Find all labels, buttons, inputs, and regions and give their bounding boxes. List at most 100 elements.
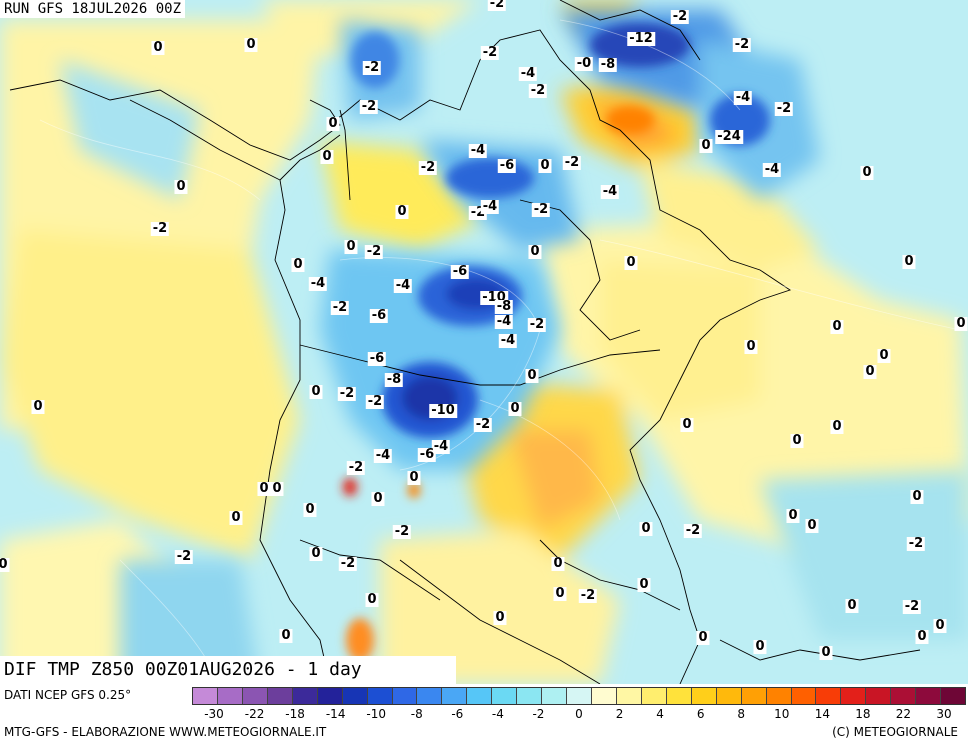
contour-label: 0: [805, 518, 819, 533]
contour-label: -2: [578, 588, 598, 603]
contour-label: -4: [762, 162, 782, 177]
contour-label: -0: [574, 56, 594, 71]
contour-label: 0: [902, 254, 916, 269]
contour-label: 0: [395, 204, 409, 219]
contour-label: 0: [365, 592, 379, 607]
color-scale-cell: [317, 688, 343, 704]
contour-label: 0: [863, 364, 877, 379]
contour-label: -12: [627, 31, 655, 46]
color-scale-cell: [641, 688, 667, 704]
contour-label: -4: [480, 199, 500, 214]
contour-label: -2: [346, 460, 366, 475]
color-scale-cell: [217, 688, 243, 704]
contour-label: -2: [150, 221, 170, 236]
contour-label: -24: [715, 129, 743, 144]
map-title: DIF TMP Z850 00Z01AUG2026 - 1 day: [0, 656, 456, 684]
color-scale-cell: [691, 688, 717, 704]
color-scale-cell: [766, 688, 792, 704]
color-scale-cell: [567, 688, 592, 704]
contour-label: -2: [683, 523, 703, 538]
contour-label: 0: [790, 433, 804, 448]
contour-label: -2: [174, 549, 194, 564]
color-scale-tick: 10: [774, 707, 790, 721]
color-scale-cell: [292, 688, 318, 704]
color-scale-cell: [367, 688, 393, 704]
color-scale-tick: 8: [737, 707, 746, 721]
contour-label: -6: [367, 351, 387, 366]
contour-label: -2: [528, 83, 548, 98]
color-scale-tick: -30: [204, 707, 224, 721]
contour-label: 0: [407, 470, 421, 485]
hot-spots: [343, 106, 654, 662]
color-scale-cell: [417, 688, 443, 704]
contour-label: 0: [508, 401, 522, 416]
contour-label: 0: [910, 489, 924, 504]
contour-label: -6: [417, 447, 437, 462]
contour-label: 0: [326, 116, 340, 131]
contour-label: 0: [151, 40, 165, 55]
color-scale-cell: [841, 688, 867, 704]
contour-label: 0: [915, 629, 929, 644]
contour-label: -2: [362, 60, 382, 75]
color-scale-cell: [392, 688, 418, 704]
contour-label: 0: [680, 417, 694, 432]
contour-label: 0: [229, 510, 243, 525]
contour-label: -4: [498, 333, 518, 348]
contour-label: -4: [468, 143, 488, 158]
color-scale-cell: [442, 688, 468, 704]
contour-label: 0: [696, 630, 710, 645]
color-scale-cell: [716, 688, 742, 704]
contour-label: 0: [933, 618, 947, 633]
color-scale-tick: 22: [895, 707, 912, 721]
contour-label: -6: [369, 308, 389, 323]
color-scale-cell: [866, 688, 892, 704]
legend: DATI NCEP GFS 0.25° -30 -22 -18 -14 -10 -8 -6-…: [0, 684, 968, 745]
color-scale-tick: -2: [532, 707, 545, 721]
contour-label: 0: [553, 586, 567, 601]
color-scale-tick: -22: [244, 707, 265, 721]
contour-label: -4: [373, 448, 393, 463]
color-scale-cell: [891, 688, 917, 704]
contour-label: 0: [309, 546, 323, 561]
color-scale-cell: [342, 688, 368, 704]
color-scale-cell: [467, 688, 493, 704]
color-scale-cell: [616, 688, 642, 704]
contour-label: -8: [598, 57, 618, 72]
contour-label: -2: [527, 317, 547, 332]
contour-label: -2: [365, 394, 385, 409]
contour-label: 0: [877, 348, 891, 363]
contour-label: -2: [364, 244, 384, 259]
color-scale-tick: 18: [855, 707, 871, 721]
contour-label: 0: [525, 368, 539, 383]
color-scale-cell: [941, 688, 966, 704]
contour-label: 0: [639, 521, 653, 536]
contour-label: -2: [906, 536, 926, 551]
contour-label: -2: [487, 0, 507, 11]
contour-label: -2: [732, 37, 752, 52]
contour-label: 0: [344, 239, 358, 254]
contour-label: -4: [494, 314, 514, 329]
contour-label: -2: [338, 556, 358, 571]
contour-label: 0: [371, 491, 385, 506]
contour-label: 0: [637, 577, 651, 592]
temperature-anomaly-map: -2 -2 0 0 -12 -2 -2 -0 -8 -2 -4 -2 -4 -2 -2 0 -24 0 -4 0 -6 0…: [0, 0, 968, 684]
contour-label: 0: [786, 508, 800, 523]
contour-label: 0: [528, 244, 542, 259]
contour-label: -2: [531, 202, 551, 217]
contour-label: 0: [551, 556, 565, 571]
contour-label: -2: [473, 417, 493, 432]
contour-label: 0: [244, 37, 258, 52]
color-scale-tick: 30: [936, 707, 952, 721]
contour-label: -6: [497, 158, 517, 173]
color-scale-cell: [193, 688, 218, 704]
contour-label: 0: [309, 384, 323, 399]
color-scale-tick: 2: [615, 707, 624, 721]
contour-label: 0: [624, 255, 638, 270]
contour-label: -2: [337, 386, 357, 401]
color-scale-tick: -8: [410, 707, 423, 721]
contour-label: 0: [538, 158, 552, 173]
contour-label: 0: [744, 339, 758, 354]
credit-right: (C) METEOGIORNALE: [832, 725, 958, 739]
color-scale-cell: [267, 688, 293, 704]
contour-label: 0: [860, 165, 874, 180]
